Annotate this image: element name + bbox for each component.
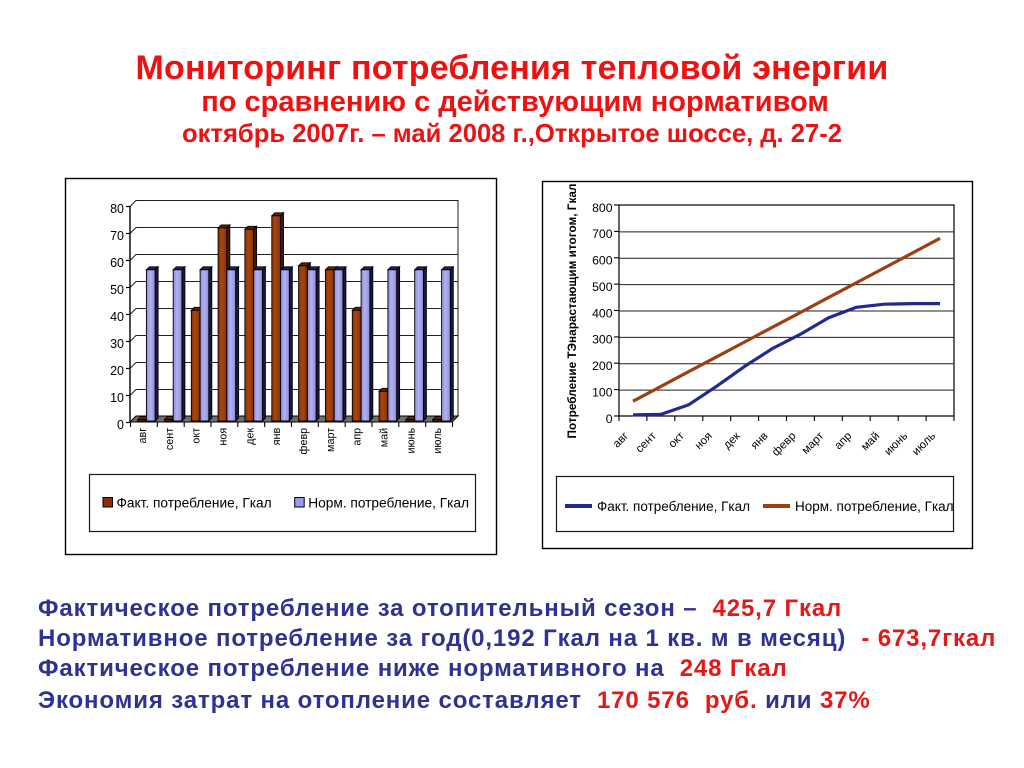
svg-text:800: 800 xyxy=(592,201,613,215)
svg-text:март: март xyxy=(325,428,337,452)
svg-text:50: 50 xyxy=(110,283,124,297)
svg-text:авг: авг xyxy=(137,428,149,444)
svg-text:300: 300 xyxy=(592,333,613,347)
svg-text:60: 60 xyxy=(110,256,124,270)
svg-text:Норм. потребление, Гкал: Норм. потребление, Гкал xyxy=(795,499,954,514)
svg-text:апр: апр xyxy=(352,428,364,446)
svg-text:Потребление ТЭнарастающим итог: Потребление ТЭнарастающим итогом, Гкал xyxy=(565,184,579,439)
svg-text:окт: окт xyxy=(191,428,203,444)
svg-text:0: 0 xyxy=(117,418,124,432)
svg-text:10: 10 xyxy=(110,391,124,405)
svg-text:июль: июль xyxy=(432,427,444,453)
svg-text:70: 70 xyxy=(110,229,124,243)
svg-text:Факт. потребление, Гкал: Факт. потребление, Гкал xyxy=(597,499,750,514)
svg-text:Норм. потребление, Гкал: Норм. потребление, Гкал xyxy=(308,496,469,511)
svg-text:дек: дек xyxy=(244,428,256,445)
svg-text:700: 700 xyxy=(592,227,613,241)
svg-text:июнь: июнь xyxy=(405,427,417,453)
svg-text:80: 80 xyxy=(110,202,124,216)
svg-text:сент: сент xyxy=(164,428,176,450)
svg-text:Факт. потребление, Гкал: Факт. потребление, Гкал xyxy=(117,496,272,511)
svg-text:600: 600 xyxy=(592,254,613,268)
svg-text:400: 400 xyxy=(592,306,613,320)
svg-text:100: 100 xyxy=(592,385,613,399)
svg-text:0: 0 xyxy=(606,412,613,426)
svg-text:30: 30 xyxy=(110,337,124,351)
svg-text:ноя: ноя xyxy=(218,428,230,446)
svg-text:янв: янв xyxy=(271,428,283,446)
svg-text:май: май xyxy=(379,428,391,447)
svg-text:40: 40 xyxy=(110,310,124,324)
svg-text:февр: февр xyxy=(298,428,310,455)
svg-text:200: 200 xyxy=(592,359,613,373)
svg-text:500: 500 xyxy=(592,280,613,294)
svg-text:20: 20 xyxy=(110,364,124,378)
